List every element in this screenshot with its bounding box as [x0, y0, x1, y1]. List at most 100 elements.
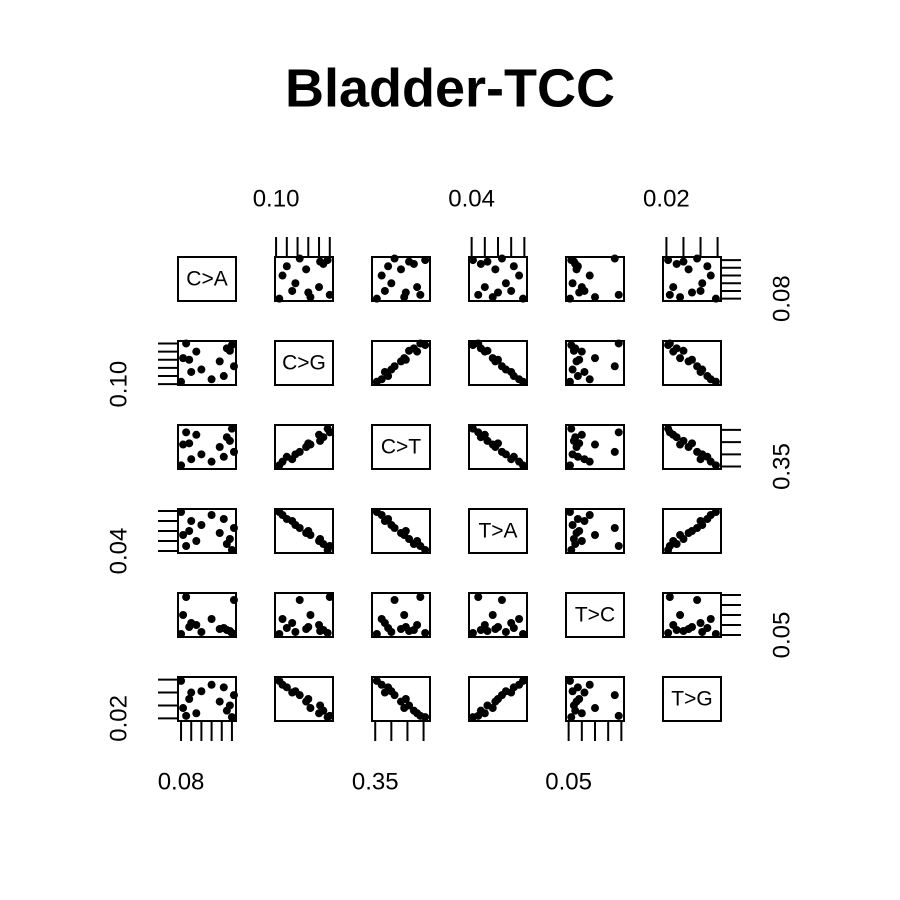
point [177, 508, 186, 516]
point [227, 713, 236, 722]
point [580, 517, 589, 525]
point [610, 254, 619, 263]
point [676, 354, 685, 363]
point [488, 704, 497, 713]
point [215, 529, 224, 537]
point [614, 711, 623, 720]
point [679, 257, 688, 266]
point [476, 259, 485, 268]
point [197, 365, 206, 374]
point [509, 624, 518, 632]
point [179, 531, 188, 539]
y-tick-label: 0.10 [105, 361, 132, 408]
point [669, 430, 678, 439]
point [509, 452, 518, 461]
point [614, 428, 623, 437]
panel-frame [565, 508, 625, 554]
point [688, 288, 696, 297]
point [573, 452, 582, 461]
point [372, 676, 381, 685]
x-tick-label: 0.04 [448, 185, 495, 212]
point [567, 713, 576, 722]
point [278, 271, 287, 280]
point [483, 627, 492, 635]
point [577, 430, 586, 439]
point [304, 623, 313, 631]
point [580, 286, 589, 295]
point [413, 537, 422, 545]
point [291, 628, 300, 636]
point [187, 367, 196, 376]
point [179, 354, 188, 363]
point [215, 443, 224, 451]
point [568, 521, 577, 529]
point [519, 676, 528, 685]
point [494, 288, 502, 297]
point [494, 355, 502, 364]
point [207, 615, 216, 623]
point [302, 265, 311, 274]
panel-frame [177, 256, 237, 302]
point [580, 688, 589, 697]
point [494, 623, 502, 631]
point [387, 521, 396, 529]
point [696, 455, 705, 464]
point [610, 447, 619, 456]
point [706, 615, 715, 623]
point [585, 375, 594, 384]
panel-frame [274, 676, 334, 722]
point [325, 290, 334, 299]
point [316, 436, 325, 445]
point [568, 279, 577, 288]
point [413, 621, 422, 629]
point [573, 372, 582, 381]
point [401, 623, 410, 631]
point [384, 372, 393, 381]
point [573, 515, 582, 523]
point [565, 676, 574, 685]
point [316, 535, 325, 543]
point [703, 262, 712, 271]
point [304, 288, 313, 297]
point [567, 424, 576, 433]
x-tick-label: 0.35 [352, 768, 399, 795]
point [591, 440, 599, 449]
y-tick-label: 0.05 [768, 612, 795, 659]
point [182, 593, 191, 601]
point [509, 262, 518, 271]
point [591, 531, 599, 539]
panel-frame [565, 340, 625, 386]
point [372, 294, 381, 303]
y-tick-label: 0.35 [768, 443, 795, 490]
panel-frame [274, 340, 334, 386]
point [703, 624, 712, 632]
panel-frame [177, 676, 237, 722]
x-tick-label: 0.08 [158, 768, 205, 795]
point [569, 535, 578, 543]
point [315, 621, 324, 629]
point [610, 362, 619, 371]
point [192, 537, 201, 545]
point [413, 709, 422, 718]
point [400, 611, 409, 619]
point [669, 347, 678, 356]
point [696, 286, 705, 295]
point [672, 259, 681, 268]
point [227, 546, 236, 554]
point [413, 283, 422, 292]
point [380, 286, 389, 295]
point [565, 294, 574, 303]
point [711, 461, 720, 470]
point [519, 630, 528, 638]
point [575, 695, 584, 703]
point [291, 279, 300, 288]
point [416, 593, 425, 601]
point [304, 527, 313, 535]
panel-frame [177, 592, 237, 638]
panel-frame [565, 424, 625, 470]
point [575, 355, 584, 364]
point [501, 628, 510, 636]
point [698, 279, 707, 288]
point [185, 695, 194, 703]
